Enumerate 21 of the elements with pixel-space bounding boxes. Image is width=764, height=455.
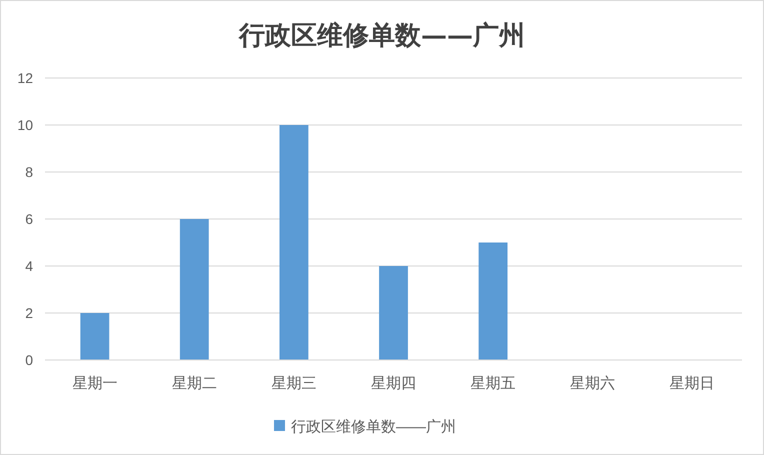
x-tick-label: 星期五 — [470, 375, 516, 392]
y-tick-label: 8 — [25, 164, 34, 180]
y-tick-label: 10 — [17, 116, 34, 133]
x-tick-label: 星期二 — [172, 375, 217, 392]
y-tick-label: 2 — [25, 304, 34, 321]
bar — [478, 242, 508, 360]
chart-title: 行政区维修单数——广州 — [238, 21, 525, 51]
legend-label: 行政区维修单数——广州 — [291, 418, 456, 436]
x-tick-label: 星期三 — [271, 375, 316, 392]
bar — [180, 219, 209, 360]
bar — [80, 313, 110, 360]
x-tick-label: 星期日 — [670, 375, 715, 392]
y-tick-label: 12 — [17, 70, 34, 86]
x-tick-label: 星期四 — [371, 375, 416, 392]
x-tick-label: 星期六 — [570, 375, 616, 392]
bar — [379, 266, 408, 360]
y-tick-label: 0 — [25, 352, 34, 368]
bar — [279, 125, 308, 360]
y-tick-label: 6 — [25, 210, 34, 227]
x-tick-label: 星期一 — [72, 375, 118, 392]
y-tick-label: 4 — [25, 258, 34, 274]
